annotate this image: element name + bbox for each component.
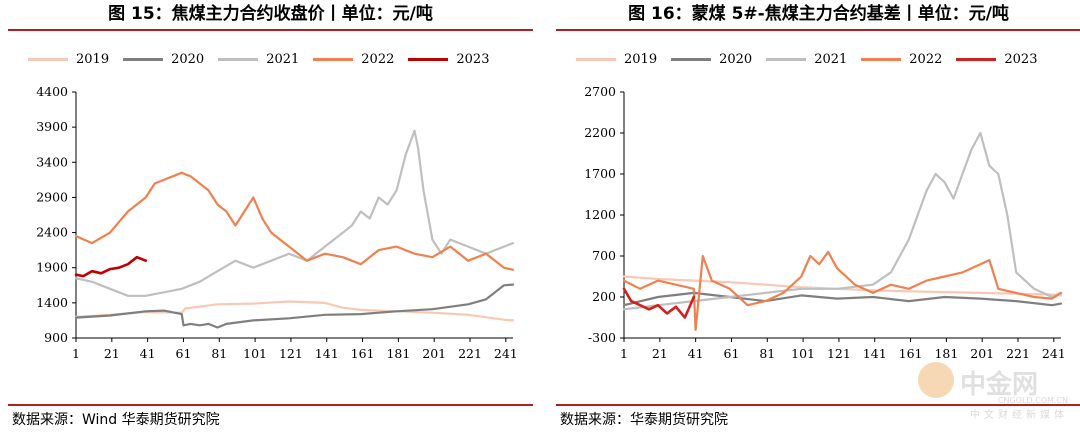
legend-label: 2023	[456, 51, 490, 67]
y-tick-label: 2700	[584, 84, 616, 99]
x-tick-label: 141	[315, 346, 339, 361]
y-tick-label: 2200	[584, 125, 616, 140]
x-tick-label: 161	[899, 346, 923, 361]
x-tick-label: 101	[791, 346, 815, 361]
legend-swatch	[28, 57, 68, 61]
title-rule	[8, 29, 533, 31]
x-tick-label: 181	[934, 346, 958, 361]
series-line-2020	[622, 291, 1063, 307]
series-line-2023	[622, 287, 696, 319]
y-tick-label: 1400	[36, 295, 68, 310]
legend-item: 2019	[28, 48, 109, 70]
legend-item: 2020	[671, 48, 752, 70]
x-tick-label: 21	[104, 346, 120, 361]
series-line-2020	[74, 283, 515, 329]
watermark-sub: 中文财经新媒体	[970, 410, 1068, 421]
legend-swatch	[671, 57, 712, 61]
y-tick-label: 900	[44, 330, 68, 345]
legend-label: 2021	[814, 51, 848, 67]
legend-item: 2021	[218, 48, 299, 70]
x-tick-label: 161	[351, 346, 375, 361]
source-note: 数据来源：Wind 华泰期货研究院	[12, 412, 220, 428]
x-tick-label: 101	[243, 346, 267, 361]
chart-panel-16: 图 16：蒙煤 5#-焦煤主力合约基差丨单位：元/吨 2019 2020 2021 2…	[556, 0, 1080, 432]
footer-rule	[556, 404, 1080, 406]
x-tick-label: 1	[72, 346, 80, 361]
footer-rule	[8, 404, 533, 406]
x-tick-label: 81	[211, 346, 227, 361]
legend-label: 2019	[624, 51, 658, 67]
watermark-name: 中金网	[960, 370, 1039, 400]
y-tick-label: 3900	[36, 119, 68, 134]
legend-item: 2022	[861, 48, 942, 70]
y-tick-label: -300	[588, 330, 616, 345]
y-tick-label: 1700	[584, 166, 616, 181]
series-line-2019	[74, 300, 515, 322]
legend-label: 2019	[76, 51, 110, 67]
legend-item: 2023	[408, 48, 489, 70]
y-tick-label: 2400	[36, 225, 68, 240]
legend-swatch	[766, 57, 807, 61]
legend-item: 2022	[313, 48, 394, 70]
legend-item: 2023	[956, 48, 1037, 70]
watermark-logo: 中金网 CNGOLD.COM.CN 中文财经新媒体	[918, 358, 1068, 421]
x-tick-label: 121	[827, 346, 851, 361]
x-tick-label: 201	[970, 346, 994, 361]
legend-label: 2020	[719, 51, 753, 67]
y-tick-label: 1900	[36, 260, 68, 275]
legend-label: 2022	[909, 51, 943, 67]
legend-swatch	[123, 57, 164, 61]
x-tick-label: 81	[759, 346, 775, 361]
y-tick-label: 4400	[36, 84, 68, 99]
chart-panel-15: 图 15：焦煤主力合约收盘价丨单位：元/吨 2019 2020 2021 2022 20…	[8, 0, 533, 432]
legend-label: 2021	[266, 51, 300, 67]
chart-legend: 2019 2020 2021 2022 2023	[28, 48, 523, 70]
legend-swatch	[576, 57, 616, 61]
legend-swatch	[313, 57, 354, 61]
x-tick-label: 61	[176, 346, 192, 361]
coin-icon	[918, 362, 954, 398]
legend-swatch	[218, 57, 259, 61]
x-tick-label: 1	[620, 346, 628, 361]
chart-title: 图 16：蒙煤 5#-焦煤主力合约基差丨单位：元/吨	[628, 4, 1009, 24]
x-tick-label: 221	[1006, 346, 1030, 361]
x-tick-label: 241	[494, 346, 518, 361]
chart-title: 图 15：焦煤主力合约收盘价丨单位：元/吨	[108, 4, 433, 24]
x-tick-label: 41	[140, 346, 156, 361]
series-line-2021	[74, 129, 515, 297]
x-tick-label: 221	[458, 346, 482, 361]
title-rule	[556, 29, 1080, 31]
x-tick-label: 121	[279, 346, 303, 361]
x-tick-label: 201	[422, 346, 446, 361]
x-tick-label: 181	[386, 346, 410, 361]
legend-label: 2020	[171, 51, 205, 67]
legend-swatch	[408, 57, 449, 61]
watermark-url: CNGOLD.COM.CN	[997, 396, 1068, 405]
legend-swatch	[956, 57, 997, 61]
x-tick-label: 241	[1042, 346, 1066, 361]
legend-label: 2023	[1004, 51, 1038, 67]
x-tick-label: 21	[652, 346, 668, 361]
y-tick-label: 3400	[36, 154, 68, 169]
x-tick-label: 41	[688, 346, 704, 361]
y-tick-label: 2900	[36, 189, 68, 204]
legend-label: 2022	[361, 51, 395, 67]
source-note: 数据来源：华泰期货研究院	[560, 412, 728, 428]
y-tick-label: 700	[592, 248, 616, 263]
x-tick-label: 61	[724, 346, 740, 361]
x-tick-label: 141	[863, 346, 887, 361]
series-line-2022	[74, 171, 515, 271]
legend-item: 2019	[576, 48, 657, 70]
legend-swatch	[861, 57, 902, 61]
series-line-2023	[74, 255, 148, 278]
legend-item: 2021	[766, 48, 847, 70]
series-line-2022	[622, 250, 1063, 331]
legend-item: 2020	[123, 48, 204, 70]
chart-legend: 2019 2020 2021 2022 2023	[576, 48, 1071, 70]
y-tick-label: 1200	[584, 207, 616, 222]
series-line-2021	[622, 131, 1063, 311]
y-tick-label: 200	[592, 289, 616, 304]
